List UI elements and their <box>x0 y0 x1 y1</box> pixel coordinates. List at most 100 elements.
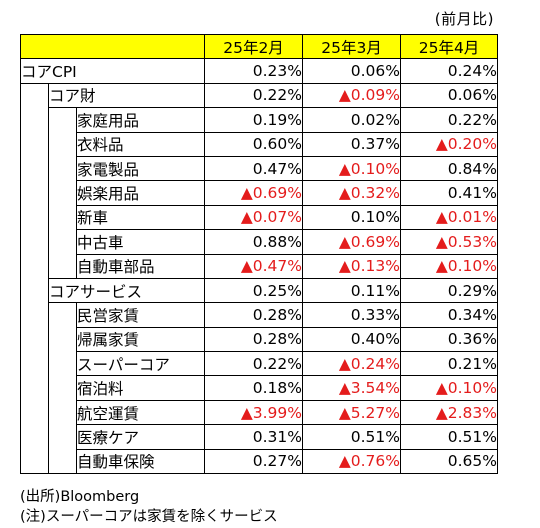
header-blank-cell <box>19 33 206 60</box>
row-label: コア財 <box>47 83 205 109</box>
value-cell: ▲2.83% <box>400 400 499 426</box>
indent-gutter <box>48 156 77 181</box>
row-label: 家電製品 <box>75 156 205 182</box>
value-cell: ▲0.53% <box>400 229 499 255</box>
value-cell: 0.11% <box>302 278 402 304</box>
column-header: 25年2月 <box>204 33 304 60</box>
table-row: 民営家賃 0.28% 0.33% 0.34% <box>20 302 499 328</box>
unit-note: (前月比) <box>434 10 494 28</box>
value-cell: ▲0.09% <box>302 83 402 109</box>
row-label: 航空運賃 <box>75 400 205 426</box>
column-header: 25年4月 <box>400 33 499 60</box>
value-cell: 0.51% <box>302 424 402 450</box>
value-cell: 0.36% <box>400 327 499 353</box>
table-row: コアサービス 0.25% 0.11% 0.29% <box>20 278 499 304</box>
indent-gutter <box>48 180 77 206</box>
value-cell: 0.51% <box>400 424 499 450</box>
indent-gutter <box>20 83 49 108</box>
table-row: 医療ケア 0.31% 0.51% 0.51% <box>20 424 499 450</box>
value-cell: 0.23% <box>204 58 304 84</box>
value-cell: 0.40% <box>302 327 402 353</box>
row-label: 宿泊料 <box>75 375 205 401</box>
value-cell: 0.47% <box>204 156 304 182</box>
value-cell: 0.25% <box>204 278 304 304</box>
value-cell: 0.06% <box>400 83 499 109</box>
value-cell: ▲5.27% <box>302 400 402 426</box>
table-row: 中古車 0.88% ▲0.69% ▲0.53% <box>20 229 499 255</box>
row-label: スーパーコア <box>75 351 205 377</box>
value-cell: 0.22% <box>204 83 304 109</box>
indent-gutter <box>20 278 49 303</box>
value-cell: 0.28% <box>204 327 304 353</box>
table-row: 衣料品 0.60% 0.37% ▲0.20% <box>20 132 499 157</box>
value-cell: 0.27% <box>204 449 304 475</box>
indent-gutter <box>20 132 49 157</box>
value-cell: 0.31% <box>204 424 304 450</box>
value-cell: ▲0.69% <box>204 180 304 206</box>
indent-gutter <box>20 400 49 425</box>
value-cell: ▲3.99% <box>204 400 304 426</box>
indent-gutter <box>20 424 49 450</box>
table-row: スーパーコア 0.22% ▲0.24% 0.21% <box>20 351 499 377</box>
row-label: コアサービス <box>47 278 205 304</box>
table-row: 新車 ▲0.07% 0.10% ▲0.01% <box>20 205 499 231</box>
indent-gutter <box>48 424 77 450</box>
row-label: 帰属家賃 <box>75 327 205 353</box>
value-cell: 0.33% <box>302 302 402 328</box>
indent-gutter <box>48 229 77 255</box>
row-label: 民営家賃 <box>75 302 205 328</box>
column-header: 25年3月 <box>302 33 402 60</box>
indent-gutter <box>20 327 49 352</box>
table-row: 家電製品 0.47% ▲0.10% 0.84% <box>20 156 499 182</box>
value-cell: 0.28% <box>204 302 304 328</box>
value-cell: 0.22% <box>400 107 499 133</box>
value-cell: ▲0.20% <box>400 132 499 157</box>
source-note: (出所)Bloomberg <box>20 489 140 505</box>
indent-gutter <box>48 254 77 279</box>
indent-gutter <box>48 205 77 230</box>
value-cell: ▲0.47% <box>204 254 304 279</box>
row-label: 家庭用品 <box>75 107 205 133</box>
value-cell: ▲0.01% <box>400 205 499 231</box>
indent-gutter <box>48 351 77 376</box>
indent-gutter <box>20 351 49 376</box>
row-label: 娯楽用品 <box>75 180 205 206</box>
row-label: 中古車 <box>75 229 205 255</box>
value-cell: 0.37% <box>302 132 402 157</box>
indent-gutter <box>20 375 49 401</box>
footnote: (注)スーパーコアは家賃を除くサービス <box>20 509 278 525</box>
indent-gutter <box>48 400 77 425</box>
value-cell: ▲0.32% <box>302 180 402 206</box>
value-cell: ▲0.07% <box>204 205 304 231</box>
row-label: 新車 <box>75 205 205 231</box>
value-cell: 0.88% <box>204 229 304 255</box>
indent-gutter <box>20 205 49 230</box>
value-cell: ▲0.10% <box>400 375 499 401</box>
indent-gutter <box>20 180 49 206</box>
value-cell: 0.60% <box>204 132 304 157</box>
value-cell: 0.24% <box>400 58 499 84</box>
table-row: 娯楽用品 ▲0.69% ▲0.32% 0.41% <box>20 180 499 206</box>
table-row: 航空運賃 ▲3.99% ▲5.27% ▲2.83% <box>20 400 499 426</box>
value-cell: 0.34% <box>400 302 499 328</box>
value-cell: 0.22% <box>204 351 304 377</box>
value-cell: 0.06% <box>302 58 402 84</box>
value-cell: 0.19% <box>204 107 304 133</box>
cpi-table: 25年2月 25年3月 25年4月 コアCPI 0.23% 0.06% 0.24% コア… <box>19 33 499 475</box>
value-cell: 0.02% <box>302 107 402 133</box>
value-cell: 0.18% <box>204 375 304 401</box>
indent-gutter <box>48 107 77 133</box>
indent-gutter <box>48 375 77 401</box>
indent-gutter <box>48 302 77 328</box>
value-cell: 0.29% <box>400 278 499 304</box>
value-cell: 0.41% <box>400 180 499 206</box>
value-cell: 0.10% <box>302 205 402 231</box>
row-label: 医療ケア <box>75 424 205 450</box>
indent-gutter <box>20 449 49 475</box>
table-row: 宿泊料 0.18% ▲3.54% ▲0.10% <box>20 375 499 401</box>
value-cell: ▲0.69% <box>302 229 402 255</box>
table-row: 自動車保険 0.27% ▲0.76% 0.65% <box>20 449 499 475</box>
value-cell: 0.84% <box>400 156 499 182</box>
value-cell: ▲0.10% <box>302 156 402 182</box>
value-cell: 0.21% <box>400 351 499 377</box>
